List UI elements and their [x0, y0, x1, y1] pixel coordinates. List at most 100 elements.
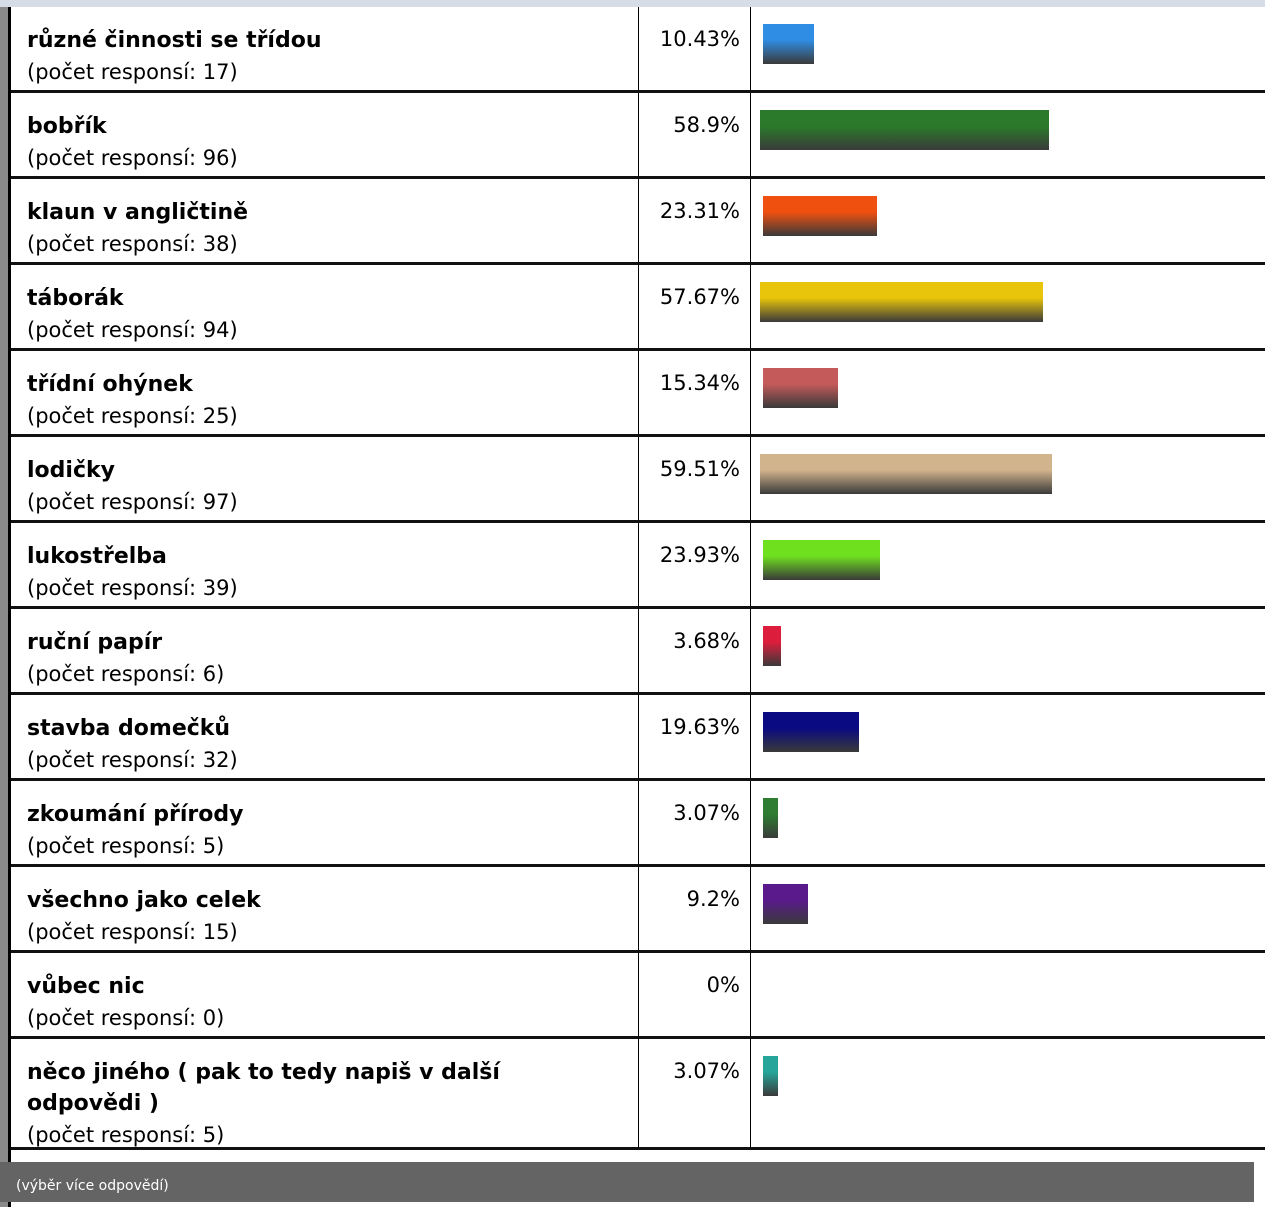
- result-bar: [760, 282, 1043, 322]
- percentage-label: 57.67%: [659, 285, 740, 309]
- left-border-inner: [8, 7, 11, 1207]
- table-row: různé činnosti se třídou (počet responsí:…: [11, 7, 1265, 93]
- response-count: (počet responsí: 39): [27, 576, 238, 600]
- response-count: (počet responsí: 5): [27, 1123, 225, 1147]
- column-divider: [750, 437, 751, 520]
- response-count: (počet responsí: 32): [27, 748, 238, 772]
- result-bar: [763, 540, 880, 580]
- answer-option-taborak: táborák: [27, 286, 124, 311]
- answer-label: lukostřelba (počet responsí: 39): [27, 541, 607, 604]
- column-divider: [638, 695, 639, 778]
- answer-option-tridni-ohynek: třídní ohýnek: [27, 372, 193, 397]
- percentage-label: 3.07%: [673, 1059, 740, 1083]
- result-bar: [763, 884, 808, 924]
- answer-label: stavba domečků (počet responsí: 32): [27, 713, 607, 776]
- column-divider: [750, 867, 751, 950]
- footer-bar: (výběr více odpovědí): [0, 1162, 1254, 1202]
- table-row: klaun v angličtině (počet responsí: 38) 23…: [11, 179, 1265, 265]
- table-row: něco jiného ( pak to tedy napiš v další …: [11, 1039, 1265, 1150]
- response-count: (počet responsí: 38): [27, 232, 238, 256]
- response-count: (počet responsí: 97): [27, 490, 238, 514]
- percentage-label: 23.93%: [659, 543, 740, 567]
- table-row: všechno jako celek (počet responsí: 15) 9.…: [11, 867, 1265, 953]
- response-count: (počet responsí: 17): [27, 60, 238, 84]
- percentage-label: 58.9%: [673, 113, 740, 137]
- column-divider: [750, 351, 751, 434]
- answer-label: klaun v angličtině (počet responsí: 38): [27, 197, 607, 260]
- answer-label: všechno jako celek (počet responsí: 15): [27, 885, 607, 948]
- column-divider: [638, 867, 639, 950]
- left-border: [0, 7, 8, 1207]
- answer-option-klaun-v-anglictine: klaun v angličtině: [27, 200, 249, 225]
- answer-label: třídní ohýnek (počet responsí: 25): [27, 369, 607, 432]
- table-row: ruční papír (počet responsí: 6) 3.68%: [11, 609, 1265, 695]
- table-row: stavba domečků (počet responsí: 32) 19.63%: [11, 695, 1265, 781]
- column-divider: [638, 523, 639, 606]
- answer-option-zkoumani-prirody: zkoumání přírody: [27, 802, 244, 827]
- answer-option-bobrik: bobřík: [27, 114, 107, 139]
- answer-option-stavba-domecku: stavba domečků: [27, 716, 231, 741]
- column-divider: [750, 179, 751, 262]
- column-divider: [750, 93, 751, 176]
- answer-option-neco-jineho-pak-to-tedy-napis-v-dalsi-odpovedi: něco jiného ( pak to tedy napiš v další …: [27, 1060, 500, 1116]
- table-row: vůbec nic (počet responsí: 0) 0%: [11, 953, 1265, 1039]
- answer-label: něco jiného ( pak to tedy napiš v další …: [27, 1057, 607, 1151]
- column-divider: [638, 265, 639, 348]
- column-divider: [638, 351, 639, 434]
- answer-option-lodicky: lodičky: [27, 458, 115, 483]
- response-count: (počet responsí: 94): [27, 318, 238, 342]
- result-bar: [763, 368, 838, 408]
- result-bar: [763, 1056, 778, 1096]
- percentage-label: 19.63%: [659, 715, 740, 739]
- table-row: zkoumání přírody (počet responsí: 5) 3.07%: [11, 781, 1265, 867]
- answer-label: bobřík (počet responsí: 96): [27, 111, 607, 174]
- column-divider: [638, 781, 639, 864]
- answer-option-rucni-papir: ruční papír: [27, 630, 163, 655]
- response-count: (počet responsí: 25): [27, 404, 238, 428]
- result-bar: [760, 454, 1052, 494]
- answer-label: zkoumání přírody (počet responsí: 5): [27, 799, 607, 862]
- multiple-choice-note: (výběr více odpovědí): [16, 1178, 169, 1194]
- result-bar: [763, 712, 859, 752]
- column-divider: [750, 265, 751, 348]
- column-divider: [750, 609, 751, 692]
- percentage-label: 23.31%: [659, 199, 740, 223]
- column-divider: [750, 1039, 751, 1147]
- table-row: lodičky (počet responsí: 97) 59.51%: [11, 437, 1265, 523]
- answer-label: lodičky (počet responsí: 97): [27, 455, 607, 518]
- column-divider: [638, 7, 639, 90]
- percentage-label: 59.51%: [659, 457, 740, 481]
- response-count: (počet responsí: 0): [27, 1006, 225, 1030]
- table-row: lukostřelba (počet responsí: 39) 23.93%: [11, 523, 1265, 609]
- answer-option-vsechno-jako-celek: všechno jako celek: [27, 888, 261, 913]
- answer-label: vůbec nic (počet responsí: 0): [27, 971, 607, 1034]
- percentage-label: 0%: [706, 973, 740, 997]
- column-divider: [638, 1039, 639, 1147]
- result-bar: [763, 24, 814, 64]
- column-divider: [638, 609, 639, 692]
- column-divider: [750, 695, 751, 778]
- column-divider: [750, 523, 751, 606]
- answer-option-vubec-nic: vůbec nic: [27, 974, 145, 999]
- answer-label: ruční papír (počet responsí: 6): [27, 627, 607, 690]
- result-bar: [763, 196, 877, 236]
- survey-results-table: různé činnosti se třídou (počet responsí:…: [11, 7, 1265, 1150]
- top-border: [0, 0, 1265, 7]
- result-bar: [763, 798, 778, 838]
- response-count: (počet responsí: 5): [27, 834, 225, 858]
- column-divider: [750, 953, 751, 1036]
- table-row: táborák (počet responsí: 94) 57.67%: [11, 265, 1265, 351]
- response-count: (počet responsí: 96): [27, 146, 238, 170]
- answer-option-lukostrelba: lukostřelba: [27, 544, 167, 569]
- percentage-label: 3.68%: [673, 629, 740, 653]
- percentage-label: 10.43%: [659, 27, 740, 51]
- response-count: (počet responsí: 15): [27, 920, 238, 944]
- table-row: bobřík (počet responsí: 96) 58.9%: [11, 93, 1265, 179]
- column-divider: [638, 437, 639, 520]
- percentage-label: 15.34%: [659, 371, 740, 395]
- response-count: (počet responsí: 6): [27, 662, 225, 686]
- percentage-label: 3.07%: [673, 801, 740, 825]
- answer-label: různé činnosti se třídou (počet responsí:…: [27, 25, 607, 88]
- column-divider: [638, 953, 639, 1036]
- table-row: třídní ohýnek (počet responsí: 25) 15.34%: [11, 351, 1265, 437]
